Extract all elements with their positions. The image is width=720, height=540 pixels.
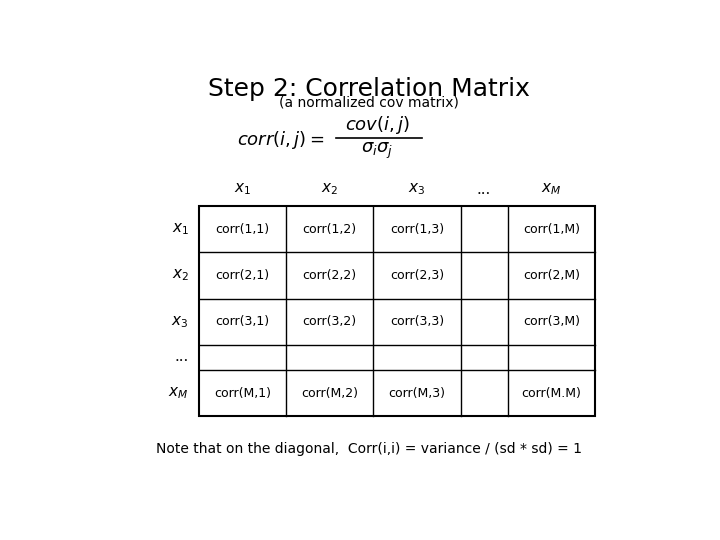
Text: $x_2$: $x_2$ [171,268,189,284]
Text: corr(2,1): corr(2,1) [215,269,269,282]
Bar [199,206,595,416]
Text: $\sigma_i\sigma_j$: $\sigma_i\sigma_j$ [361,141,394,161]
Text: Note that on the diagonal,  Corr(i,i) = variance / (sd * sd) = 1: Note that on the diagonal, Corr(i,i) = v… [156,442,582,456]
Text: corr(2,3): corr(2,3) [390,269,444,282]
Text: $x_2$: $x_2$ [321,181,338,197]
Text: corr(2,2): corr(2,2) [302,269,356,282]
Text: corr(1,3): corr(1,3) [390,223,444,236]
Text: ...: ... [174,350,189,365]
Text: corr(M,2): corr(M,2) [301,387,358,400]
Text: corr(M,1): corr(M,1) [214,387,271,400]
Text: Step 2: Correlation Matrix: Step 2: Correlation Matrix [208,77,530,102]
Text: corr(3,2): corr(3,2) [302,315,356,328]
Text: corr(M,3): corr(M,3) [389,387,446,400]
Text: corr(M.M): corr(M.M) [521,387,581,400]
Text: $x_1$: $x_1$ [234,181,251,197]
Text: corr(3,M): corr(3,M) [523,315,580,328]
Text: $x_3$: $x_3$ [408,181,426,197]
Text: corr(1,2): corr(1,2) [302,223,356,236]
Text: $corr(i, j) =$: $corr(i, j) =$ [237,129,324,151]
Text: $x_3$: $x_3$ [171,314,189,329]
Text: ...: ... [477,183,491,197]
Text: (a normalized cov matrix): (a normalized cov matrix) [279,96,459,110]
Text: corr(1,M): corr(1,M) [523,223,580,236]
Text: $x_M$: $x_M$ [541,181,562,197]
Text: $cov(i, j)$: $cov(i, j)$ [345,114,410,136]
Text: corr(3,1): corr(3,1) [215,315,269,328]
Text: $x_M$: $x_M$ [168,385,189,401]
Text: corr(1,1): corr(1,1) [215,223,269,236]
Text: corr(2,M): corr(2,M) [523,269,580,282]
Text: corr(3,3): corr(3,3) [390,315,444,328]
Text: $x_1$: $x_1$ [171,221,189,237]
